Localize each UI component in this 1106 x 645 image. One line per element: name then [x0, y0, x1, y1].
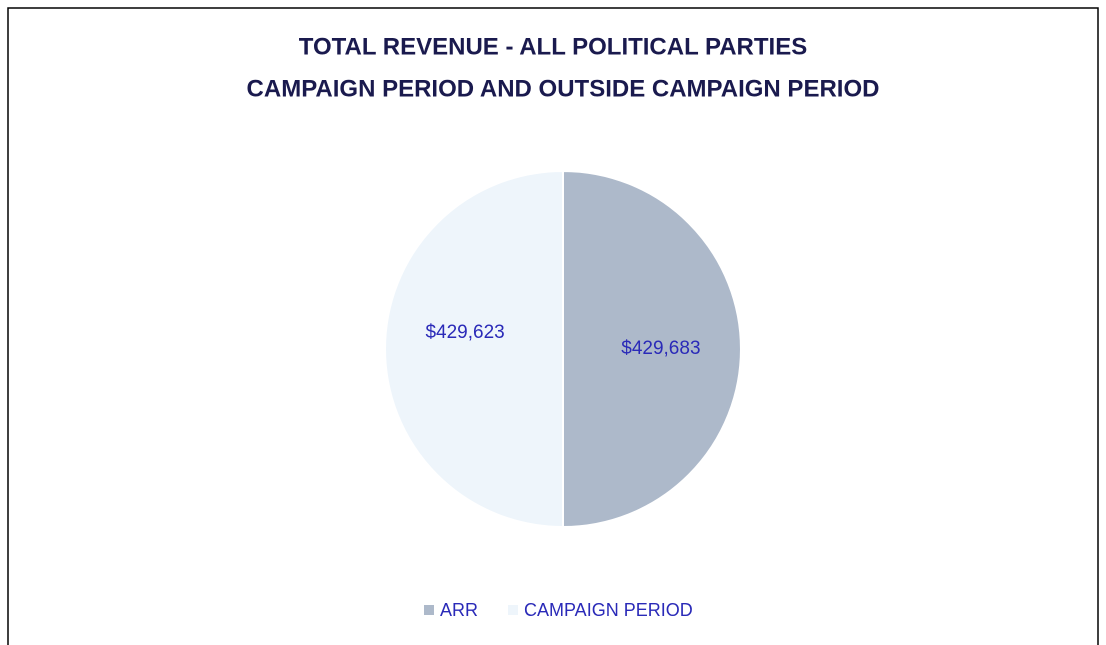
- pie-slice: [561, 169, 742, 529]
- chart-title: CAMPAIGN PERIOD AND OUTSIDE CAMPAIGN PER…: [247, 75, 880, 102]
- data-label: $429,683: [621, 338, 700, 359]
- legend-swatch: [508, 605, 519, 615]
- legend-label: CAMPAIGN PERIOD: [524, 600, 693, 620]
- chart-title: TOTAL REVENUE - ALL POLITICAL PARTIES: [299, 33, 807, 60]
- data-label: $429,623: [425, 322, 504, 343]
- pie-slice: [384, 169, 564, 529]
- legend-swatch: [424, 605, 434, 615]
- legend-label: ARR: [440, 600, 478, 620]
- chart-frame: [7, 7, 1099, 645]
